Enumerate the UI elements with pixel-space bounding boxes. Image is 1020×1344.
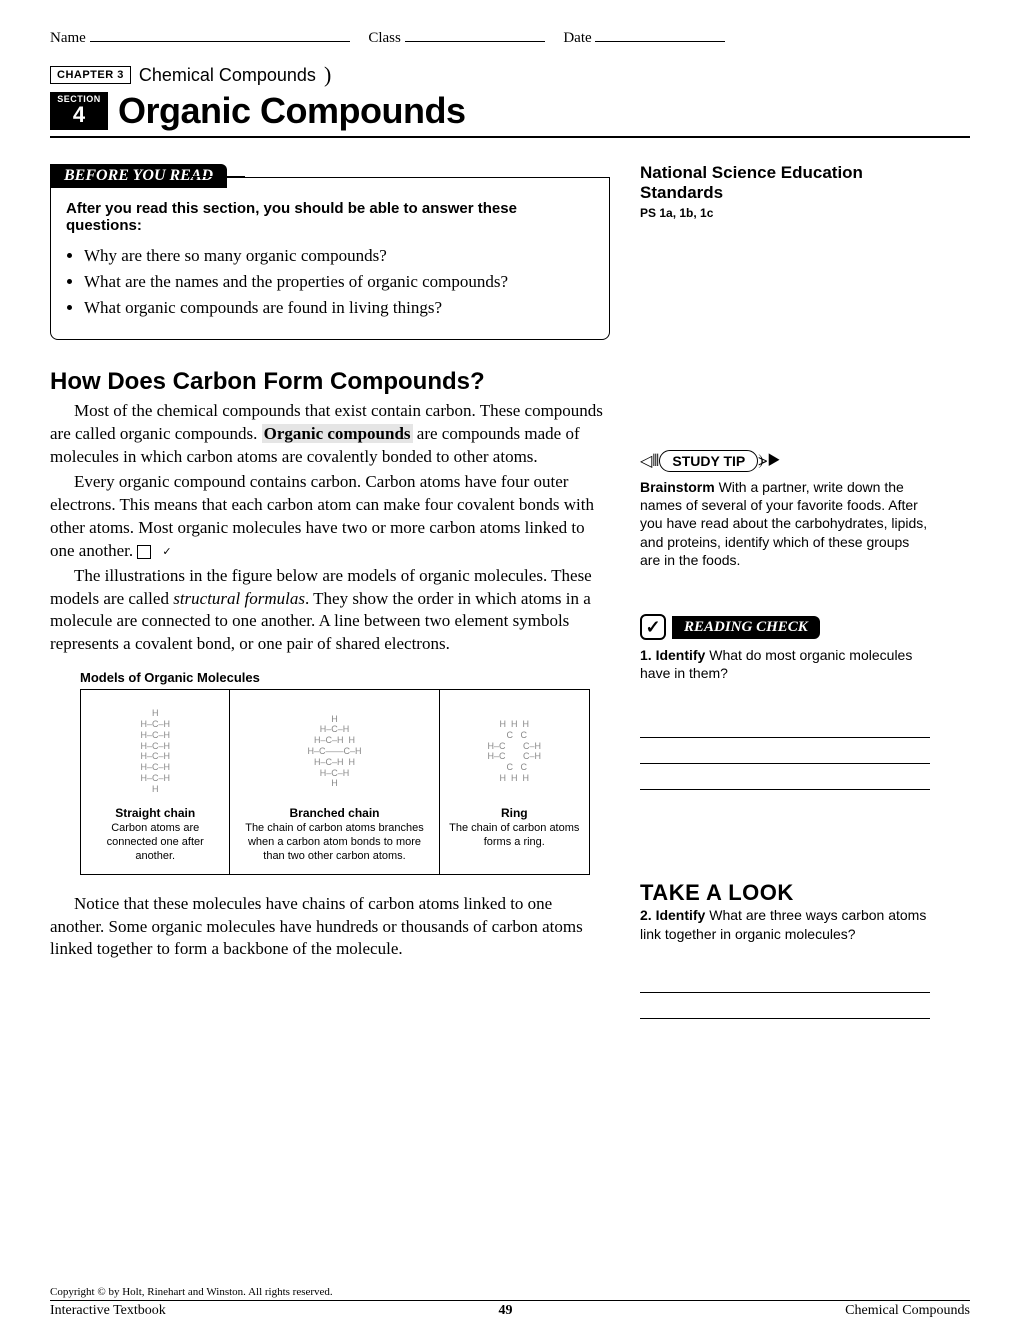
- key-term: Organic compounds: [262, 424, 413, 443]
- paragraph: The illustrations in the figure below ar…: [50, 565, 610, 657]
- page-number: 49: [498, 1303, 512, 1319]
- footer-right: Chemical Compounds: [845, 1303, 970, 1319]
- study-tip-header: ◁⦀ STUDY TIP ⦔▶: [640, 450, 930, 472]
- header-fields: Name Class Date: [50, 30, 970, 47]
- before-read-intro: After you read this section, you should …: [66, 200, 594, 234]
- take-a-look-question: 2. Identify What are three ways carbon a…: [640, 906, 930, 942]
- reading-check-label: READING CHECK: [672, 616, 820, 639]
- question-item: Why are there so many organic compounds?: [84, 246, 594, 266]
- reading-check-question: 1. Identify What do most organic molecul…: [640, 646, 930, 682]
- reading-check-section: ✓ READING CHECK 1. Identify What do most…: [640, 614, 930, 790]
- question-list: Why are there so many organic compounds?…: [66, 246, 594, 318]
- study-tip-label: STUDY TIP: [659, 450, 758, 472]
- molecule-diagram: H H H C C H–C C–H H–C C–H C C H H H: [448, 696, 581, 806]
- date-label: Date: [563, 30, 591, 46]
- standards-title: National Science Education Standards: [640, 163, 930, 202]
- answer-lines[interactable]: [640, 967, 930, 1019]
- model-label: Ring: [448, 806, 581, 820]
- study-tip-deco-right: ⦔▶: [758, 452, 780, 470]
- before-you-read-box: BEFORE YOU READ After you read this sect…: [50, 177, 610, 340]
- section-number: 4: [50, 104, 108, 126]
- copyright: Copyright © by Holt, Rinehart and Winsto…: [50, 1286, 970, 1298]
- chapter-label: CHAPTER 3: [50, 66, 131, 84]
- molecule-diagram: H H–C–H H–C–H H H–C——C–H H–C–H H H–C–H H: [238, 696, 430, 806]
- answer-lines[interactable]: [640, 712, 930, 790]
- page-footer: Copyright © by Holt, Rinehart and Winsto…: [50, 1286, 970, 1319]
- check-badge-icon: ✓: [640, 614, 666, 640]
- class-blank[interactable]: [405, 41, 545, 42]
- model-desc: The chain of carbon atoms forms a ring.: [448, 822, 581, 850]
- date-blank[interactable]: [595, 41, 725, 42]
- name-label: Name: [50, 30, 86, 46]
- section-row: SECTION 4 Organic Compounds: [50, 90, 970, 132]
- model-cell-straight: H H–C–H H–C–H H–C–H H–C–H H–C–H H–C–H H …: [81, 690, 230, 873]
- question-item: What organic compounds are found in livi…: [84, 298, 594, 318]
- take-a-look-section: TAKE A LOOK 2. Identify What are three w…: [640, 880, 930, 1018]
- models-table: H H–C–H H–C–H H–C–H H–C–H H–C–H H–C–H H …: [80, 689, 590, 874]
- footer-left: Interactive Textbook: [50, 1303, 166, 1319]
- class-label: Class: [368, 30, 401, 46]
- take-a-look-title: TAKE A LOOK: [640, 880, 930, 906]
- model-cell-branched: H H–C–H H–C–H H H–C——C–H H–C–H H H–C–H H…: [230, 690, 439, 873]
- paragraph: Notice that these molecules have chains …: [50, 893, 610, 962]
- before-you-read-tab: BEFORE YOU READ: [50, 164, 227, 188]
- name-blank[interactable]: [90, 41, 350, 42]
- study-tip-body: Brainstorm With a partner, write down th…: [640, 478, 930, 569]
- section-box: SECTION 4: [50, 92, 108, 130]
- molecule-diagram: H H–C–H H–C–H H–C–H H–C–H H–C–H H–C–H H: [89, 696, 221, 806]
- models-title: Models of Organic Molecules: [80, 670, 610, 685]
- heading-how-carbon: How Does Carbon Form Compounds?: [50, 368, 610, 396]
- standards-code: PS 1a, 1b, 1c: [640, 206, 930, 220]
- model-label: Straight chain: [89, 806, 221, 820]
- model-cell-ring: H H H C C H–C C–H H–C C–H C C H H H Ring…: [440, 690, 589, 873]
- study-tip-deco-left: ◁⦀: [640, 451, 659, 471]
- chapter-name: Chemical Compounds: [139, 65, 316, 86]
- model-label: Branched chain: [238, 806, 430, 820]
- page-title: Organic Compounds: [118, 90, 466, 132]
- model-desc: The chain of carbon atoms branches when …: [238, 822, 430, 863]
- chapter-row: CHAPTER 3 Chemical Compounds): [50, 62, 970, 88]
- paragraph: Most of the chemical compounds that exis…: [50, 400, 610, 469]
- model-desc: Carbon atoms are connected one after ano…: [89, 822, 221, 863]
- paragraph: Every organic compound contains carbon. …: [50, 471, 610, 563]
- question-item: What are the names and the properties of…: [84, 272, 594, 292]
- reading-check-icon: ✓: [137, 545, 151, 559]
